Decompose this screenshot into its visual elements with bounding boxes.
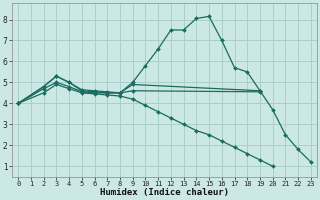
X-axis label: Humidex (Indice chaleur): Humidex (Indice chaleur) <box>100 188 229 197</box>
